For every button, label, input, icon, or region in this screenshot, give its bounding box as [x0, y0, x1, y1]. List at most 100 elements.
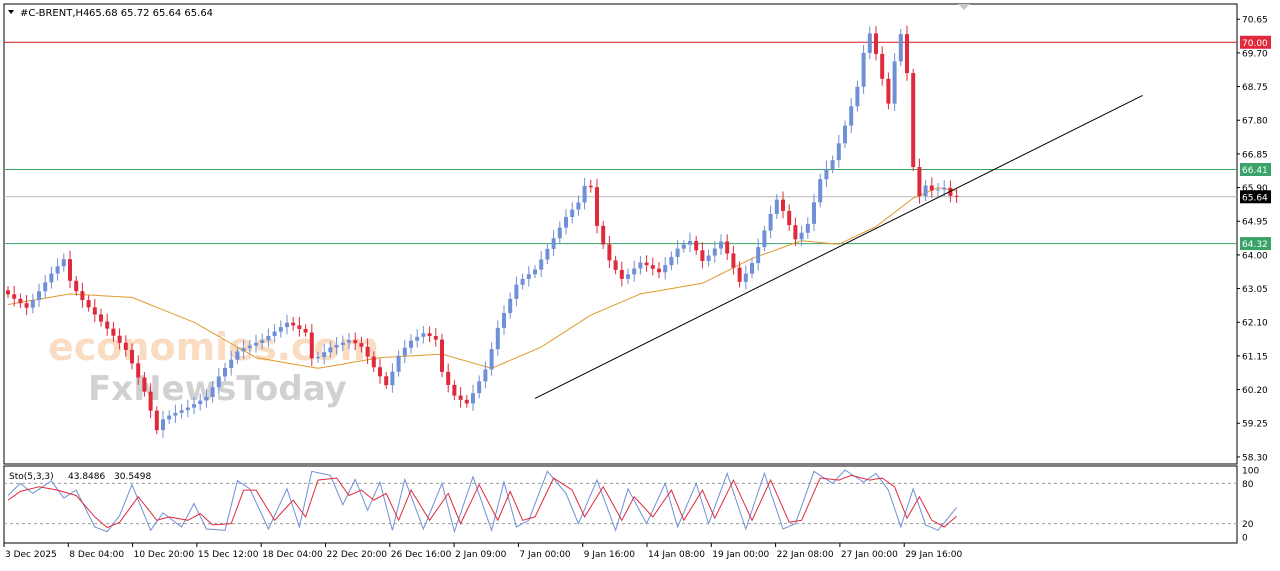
watermark-brand-bottom: FxNewsToday [88, 369, 347, 409]
stoch-tick-label: 0 [1242, 534, 1248, 544]
candle-bull [533, 269, 537, 275]
candle-bear [917, 167, 922, 197]
candle-bull [266, 335, 271, 341]
candle-bull [167, 415, 172, 420]
chart-shift-marker-icon[interactable] [958, 4, 970, 10]
candle-bull [824, 168, 829, 180]
candle-bear [365, 346, 370, 357]
candle-bull [843, 125, 847, 144]
price-tick-label: 61.15 [1242, 352, 1268, 362]
price-badges: 70.00 66.41 64.32 65.64 [1240, 35, 1271, 251]
candle-bear [427, 333, 432, 337]
candle-bull [818, 179, 823, 203]
candle-bull [241, 348, 246, 352]
candle-bear [737, 267, 742, 282]
candle-bear [6, 290, 10, 295]
candle-bull [942, 187, 947, 190]
time-tick-label: 7 Jan 00:00 [519, 550, 571, 560]
candle-bear [384, 376, 389, 386]
candle-bull [229, 359, 234, 368]
time-tick-label: 15 Dec 12:00 [198, 550, 259, 560]
candle-bull [402, 347, 407, 356]
candle-bull [669, 256, 674, 266]
candle-bear [80, 291, 85, 301]
candle-bull [539, 259, 544, 270]
time-tick-label: 10 Dec 20:00 [134, 550, 195, 560]
stoch-signal-line [7, 474, 957, 529]
candle-bull [750, 263, 754, 274]
candle-bull [316, 356, 320, 359]
candle-bear [117, 335, 122, 343]
candle-bear [694, 241, 699, 251]
current-price-badge-bg [1240, 190, 1271, 204]
time-tick-label: 27 Jan 00:00 [841, 550, 898, 560]
candle-bear [601, 225, 606, 245]
candle-bear [446, 371, 451, 385]
price-tick-label: 69.70 [1242, 49, 1268, 59]
candle-bull [471, 393, 475, 404]
candle-bear [911, 73, 916, 168]
candle-bear [291, 322, 296, 326]
candle-bear [359, 343, 364, 347]
candle-bear [378, 367, 382, 377]
candle-bear [148, 391, 153, 411]
candle-bull [551, 238, 556, 249]
candle-bull [347, 340, 351, 343]
candle-bear [440, 339, 444, 372]
trend-line[interactable] [534, 94, 1143, 399]
candle-bull [43, 282, 48, 292]
candle-bear [905, 34, 909, 74]
candle-bear [154, 410, 159, 431]
price-tick-label: 58.30 [1242, 453, 1268, 463]
candle-bear [793, 225, 798, 240]
candle-bull [30, 300, 35, 308]
candle-bull [161, 419, 165, 431]
price-tick-label: 68.75 [1242, 83, 1268, 93]
moving-average-line [7, 187, 957, 369]
candle-bear [700, 250, 705, 261]
candles [6, 25, 959, 438]
time-tick-label: 8 Dec 04:00 [69, 550, 124, 560]
candle-bull [340, 342, 345, 345]
candle-bear [297, 325, 302, 329]
candle-bear [371, 356, 376, 368]
candle-bull [204, 397, 209, 401]
candle-bull [495, 327, 500, 350]
candle-bear [136, 363, 141, 378]
candle-bear [607, 244, 612, 261]
time-tick-label: 26 Dec 16:00 [391, 550, 452, 560]
candle-bear [86, 300, 91, 308]
candle-bull [743, 273, 748, 282]
level-badge-66.41-bg [1240, 163, 1271, 177]
symbol-timeframe: #C-BRENT,H4 [20, 8, 89, 19]
price-tick-label: 62.10 [1242, 319, 1268, 329]
stoch-tick-label: 20 [1242, 520, 1254, 530]
stoch-plot-frame [3, 465, 1238, 544]
candle-bull [830, 160, 835, 169]
candle-bull [855, 86, 860, 107]
watermark-brand-top: economies.com [48, 325, 379, 369]
candle-bear [613, 260, 618, 270]
time-tick-label: 22 Dec 20:00 [327, 550, 388, 560]
candle-bear [650, 265, 655, 269]
candle-bear [657, 268, 661, 273]
price-tick-label: 66.85 [1242, 150, 1268, 160]
level-badge-64.32-bg [1240, 237, 1271, 251]
candle-bull [923, 185, 928, 197]
candle-bear [105, 321, 110, 329]
candle-bear [458, 395, 463, 400]
chart-menu-arrow-icon[interactable] [8, 10, 14, 14]
candle-bull [719, 241, 723, 249]
price-tick-label: 60.20 [1242, 386, 1268, 396]
candle-bear [781, 199, 785, 211]
candle-bull [285, 322, 289, 328]
candle-bull [526, 274, 531, 280]
candle-bear [303, 328, 308, 333]
candle-bull [49, 273, 54, 283]
candle-bull [936, 189, 940, 191]
candle-bull [706, 255, 711, 261]
candle-bull [626, 274, 630, 279]
trend-line-layer[interactable] [534, 94, 1143, 399]
